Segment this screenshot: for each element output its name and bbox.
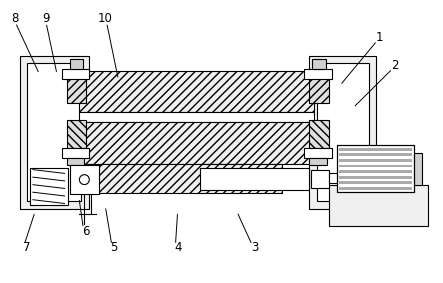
Text: 2: 2 [391,59,399,72]
Bar [339,159,412,162]
Bar [339,153,412,156]
Bar [70,165,99,194]
Bar [79,112,314,122]
Bar [79,164,282,194]
Bar [309,120,329,148]
Bar [312,59,326,69]
Text: 10: 10 [98,12,113,25]
Bar [30,168,67,205]
Text: 7: 7 [23,241,30,254]
Bar [329,185,428,226]
Bar [304,148,332,158]
Bar [309,158,327,165]
Bar [27,63,82,201]
Bar [66,158,84,165]
Bar [66,120,86,148]
Bar [200,168,309,190]
Bar [414,153,422,185]
Text: 6: 6 [82,225,89,238]
Bar [20,56,89,209]
Bar [339,170,412,173]
Bar [62,148,89,158]
Text: 4: 4 [174,241,181,254]
Bar [339,148,412,151]
Bar [339,164,412,167]
Text: 9: 9 [42,12,50,25]
Bar [311,170,329,188]
Text: 1: 1 [376,31,383,44]
Bar [339,187,412,190]
Bar [337,145,414,192]
Bar [339,181,412,184]
Bar [309,56,377,209]
Bar [337,145,414,192]
Bar [79,122,314,164]
Bar [70,59,83,69]
Bar [79,71,314,112]
Text: 8: 8 [12,12,19,25]
Bar [329,173,337,183]
Bar [66,76,86,103]
Text: 3: 3 [251,241,258,254]
Bar [309,76,329,103]
Bar [304,69,332,79]
Text: 5: 5 [110,241,118,254]
Circle shape [79,175,89,185]
Bar [339,176,412,179]
Bar [317,63,369,201]
Bar [62,69,89,79]
